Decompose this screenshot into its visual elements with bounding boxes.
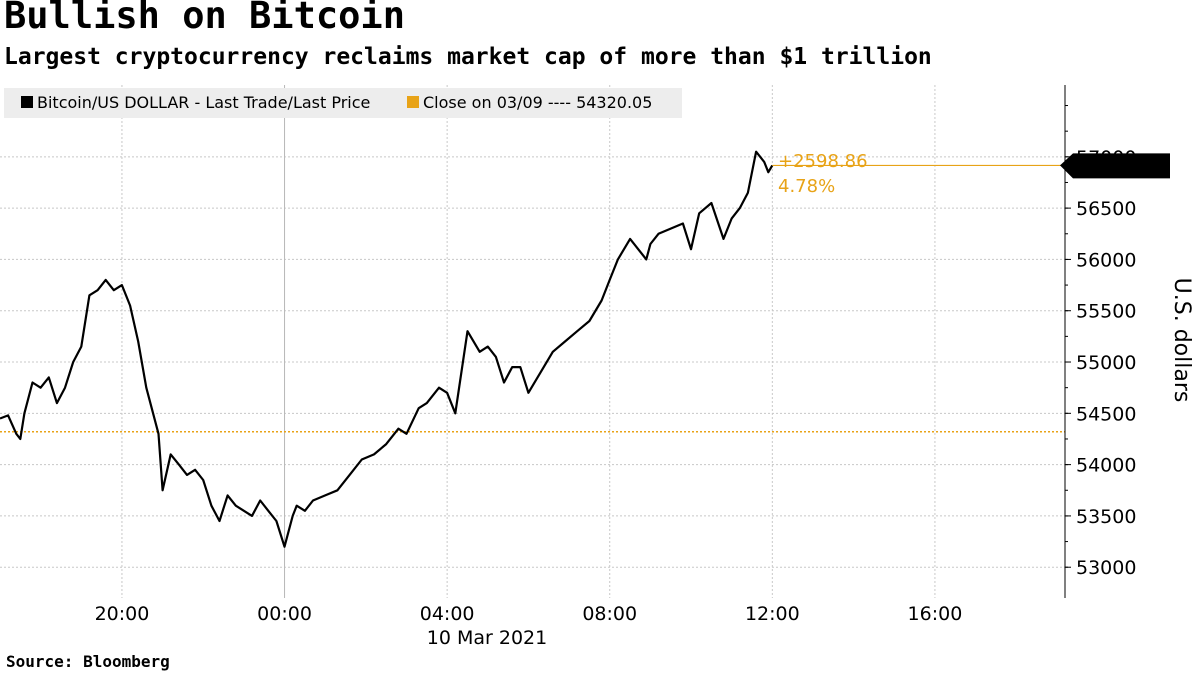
legend-swatch-price xyxy=(21,96,33,108)
last-value-marker: 56916.15 xyxy=(1060,153,1170,179)
grid-lines xyxy=(0,85,1065,598)
legend-background xyxy=(4,88,682,118)
y-tick-label: 56000 xyxy=(1076,249,1136,271)
y-tick-label: 55500 xyxy=(1076,301,1136,323)
price-series-line xyxy=(0,150,774,548)
x-tick-label: 16:00 xyxy=(908,603,963,625)
y-tick-label: 54500 xyxy=(1076,403,1136,425)
chart-title: Bullish on Bitcoin xyxy=(4,0,405,37)
x-tick-label: 04:00 xyxy=(420,603,475,625)
x-tick-label: 00:00 xyxy=(257,603,312,625)
y-tick-label: 53500 xyxy=(1076,506,1136,528)
y-tick-label: 53000 xyxy=(1076,557,1136,579)
y-axis: 53000 53500 54000 54500 55000 55500 56000 56500… xyxy=(1064,85,1136,598)
y-tick-label: 56500 xyxy=(1076,198,1136,220)
x-axis: 20:00 00:00 04:00 08:00 12:00 16:00 xyxy=(95,603,963,625)
y-tick-label: 55000 xyxy=(1076,352,1136,374)
chart-subtitle: Largest cryptocurrency reclaims market c… xyxy=(4,44,932,70)
x-tick-label: 20:00 xyxy=(95,603,150,625)
last-value-label: 56916.15 xyxy=(1077,156,1168,178)
last-value-background xyxy=(1060,153,1170,179)
series-layer xyxy=(0,150,1065,548)
source-note: Source: Bloomberg xyxy=(6,652,170,671)
y-tick-label: 54000 xyxy=(1076,455,1136,477)
legend-label-price: Bitcoin/US DOLLAR - Last Trade/Last Pric… xyxy=(37,93,370,112)
legend-label-close: Close on 03/09 ---- 54320.05 xyxy=(423,93,652,112)
x-tick-label: 12:00 xyxy=(745,603,800,625)
x-axis-date-label: 10 Mar 2021 xyxy=(427,627,547,649)
change-percent-label: 4.78% xyxy=(778,176,835,197)
legend: Bitcoin/US DOLLAR - Last Trade/Last Pric… xyxy=(4,88,682,118)
change-absolute-label: +2598.86 xyxy=(778,151,868,172)
y-axis-label: U.S. dollars xyxy=(1169,278,1194,403)
legend-swatch-close xyxy=(407,96,419,108)
x-tick-label: 08:00 xyxy=(582,603,637,625)
